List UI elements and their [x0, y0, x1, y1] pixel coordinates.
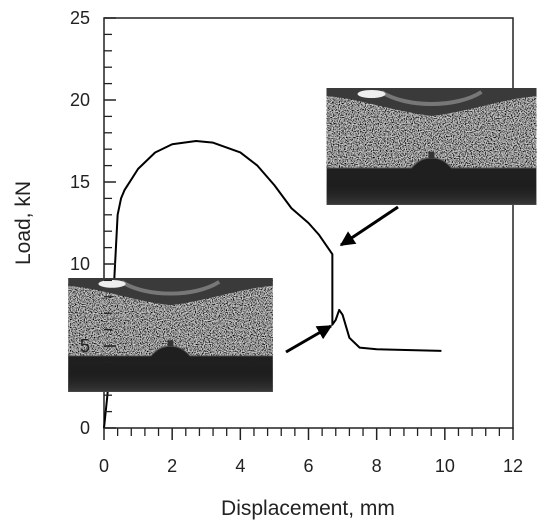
x-tick-label: 6 [303, 456, 313, 476]
x-tick-label: 0 [99, 456, 109, 476]
inset-image [68, 278, 273, 392]
x-axis-label: Displacement, mm [221, 497, 395, 520]
curve-layer [103, 140, 442, 429]
axes: 0 2 4 6 8 10 12 0 5 10 15 20 25 [70, 8, 523, 476]
x-tick-label: 12 [503, 456, 523, 476]
y-tick-label: 0 [80, 418, 90, 438]
y-axis-label: Load, kN [12, 181, 35, 265]
load-curve [103, 140, 442, 429]
y-tick-label: 20 [70, 90, 90, 110]
y-tick-label: 15 [70, 172, 90, 192]
x-tick-label: 10 [435, 456, 455, 476]
y-tick-label: 5 [80, 336, 90, 356]
arrow [285, 324, 333, 354]
y-tick-label: 10 [70, 254, 90, 274]
y-tick-label: 25 [70, 8, 90, 28]
insets [68, 88, 536, 392]
inset-image [327, 88, 537, 205]
x-tick-label: 2 [167, 456, 177, 476]
x-tick-label: 4 [235, 456, 245, 476]
x-tick-label: 8 [372, 456, 382, 476]
arrow [339, 205, 399, 247]
